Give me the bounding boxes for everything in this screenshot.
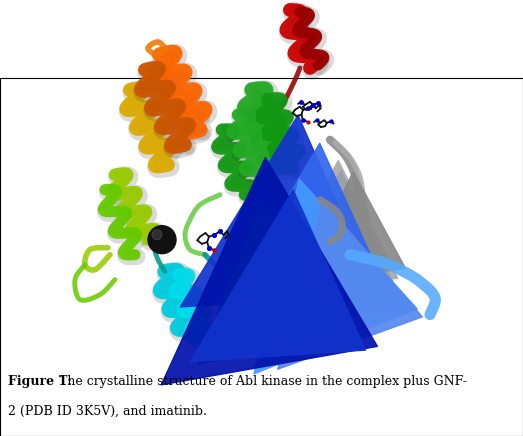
- Circle shape: [148, 226, 176, 254]
- Text: Figure 1:: Figure 1:: [8, 375, 72, 388]
- Text: 2 (PDB ID 3K5V), and imatinib.: 2 (PDB ID 3K5V), and imatinib.: [8, 405, 207, 418]
- Circle shape: [152, 230, 162, 240]
- Text: The crystalline structure of Abl kinase in the complex plus GNF-: The crystalline structure of Abl kinase …: [55, 375, 467, 388]
